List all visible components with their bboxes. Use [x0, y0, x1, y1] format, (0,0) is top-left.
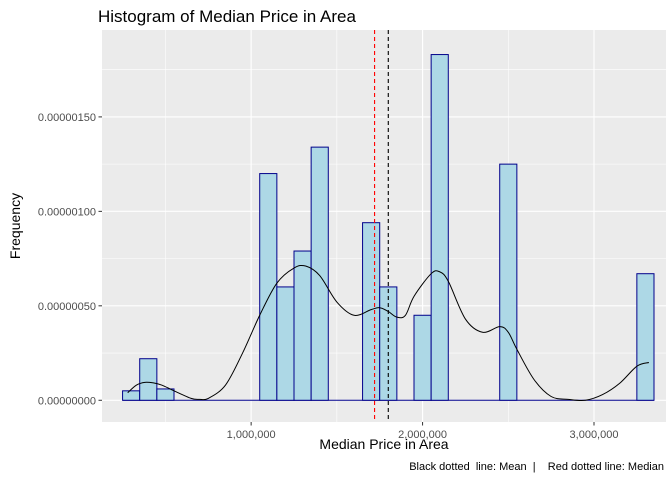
histogram-bars	[122, 54, 655, 401]
y-tick-label: 0.00000100	[38, 206, 96, 218]
chart-caption: Black dotted line: Mean | Red dotted lin…	[409, 461, 664, 473]
x-tick-label: 2,000,000	[398, 429, 447, 441]
y-tick-label: 0.00000000	[38, 395, 96, 407]
chart-title: Histogram of Median Price in Area	[98, 7, 356, 26]
x-tick-label: 3,000,000	[570, 429, 619, 441]
y-tick-label: 0.00000050	[38, 301, 96, 313]
y-axis-ticks: 0.00000000 0.00000050 0.00000100 0.00000150	[38, 112, 102, 407]
histogram-bar	[636, 273, 655, 401]
histogram-bar	[156, 388, 175, 401]
histogram-bar	[293, 250, 312, 401]
y-axis-title: Frequency	[7, 193, 23, 259]
histogram-bar	[139, 358, 158, 401]
x-tick-label: 1,000,000	[227, 429, 276, 441]
histogram-bar	[310, 146, 329, 401]
x-axis-ticks: 1,000,000 2,000,000 3,000,000	[227, 422, 619, 441]
histogram-bar	[362, 222, 381, 401]
histogram-bar	[499, 163, 518, 401]
x-axis-title: Median Price in Area	[319, 436, 448, 452]
reference-lines	[374, 30, 389, 422]
histogram-bar	[276, 286, 295, 401]
histogram-bar	[122, 390, 141, 401]
histogram-bar	[413, 314, 432, 401]
density-curve	[127, 264, 650, 402]
y-tick-label: 0.00000150	[38, 112, 96, 124]
histogram-bar	[430, 54, 449, 401]
